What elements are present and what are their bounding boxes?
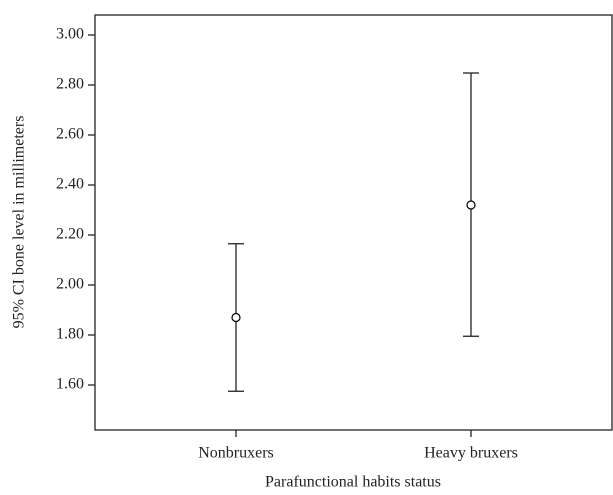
y-tick-label: 2.40 (56, 176, 84, 193)
y-tick-label: 1.60 (56, 376, 84, 393)
y-axis-label: 95% CI bone level in millimeters (11, 116, 28, 329)
x-axis-label: Parafunctional habits status (265, 474, 441, 491)
x-tick-label: Nonbruxers (198, 445, 274, 462)
y-tick-label: 2.60 (56, 126, 84, 143)
mean-marker (466, 200, 476, 210)
y-tick-label: 2.00 (56, 276, 84, 293)
x-tick-label: Heavy bruxers (424, 445, 518, 462)
y-tick-label: 1.80 (56, 326, 84, 343)
plot-frame (94, 14, 613, 431)
y-tick-label: 3.00 (56, 26, 84, 43)
y-tick-label: 2.20 (56, 226, 84, 243)
mean-marker (231, 312, 241, 323)
y-tick-label: 2.80 (56, 76, 84, 93)
